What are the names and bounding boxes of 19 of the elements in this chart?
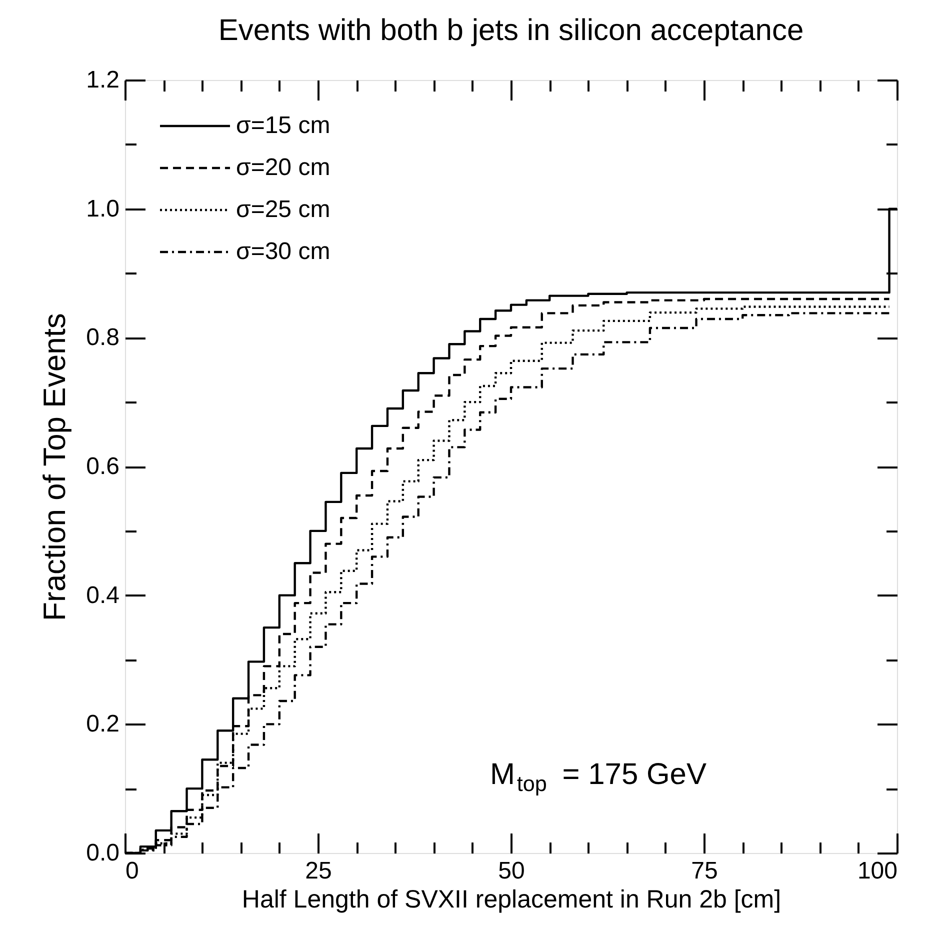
legend-label: σ=20 cm	[236, 154, 330, 181]
x-tick-label: 0	[126, 858, 139, 884]
x-tick-label: 100	[857, 858, 898, 884]
x-tick-label: 25	[305, 858, 332, 884]
legend-label: σ=15 cm	[236, 112, 330, 139]
chart-title: Events with both b jets in silicon acceptance	[218, 14, 804, 47]
x-axis-title: Half Length of SVXII replacement in Run 2b [cm]	[242, 886, 782, 914]
y-tick-label: 1.2	[86, 66, 120, 94]
x-tick-label: 75	[691, 858, 718, 884]
legend-label: σ=25 cm	[236, 196, 330, 223]
y-tick-label: 0.2	[86, 710, 120, 738]
x-tick-label: 50	[498, 858, 525, 884]
y-tick-label: 0.6	[86, 453, 120, 480]
y-tick-label: 1.0	[86, 195, 120, 222]
legend-label: σ=30 cm	[236, 238, 330, 265]
y-tick-label: 0.4	[86, 582, 120, 609]
y-tick-label: 0.0	[86, 840, 120, 866]
y-axis-title: Fraction of Top Events	[37, 313, 72, 621]
y-tick-label: 0.8	[86, 324, 120, 352]
